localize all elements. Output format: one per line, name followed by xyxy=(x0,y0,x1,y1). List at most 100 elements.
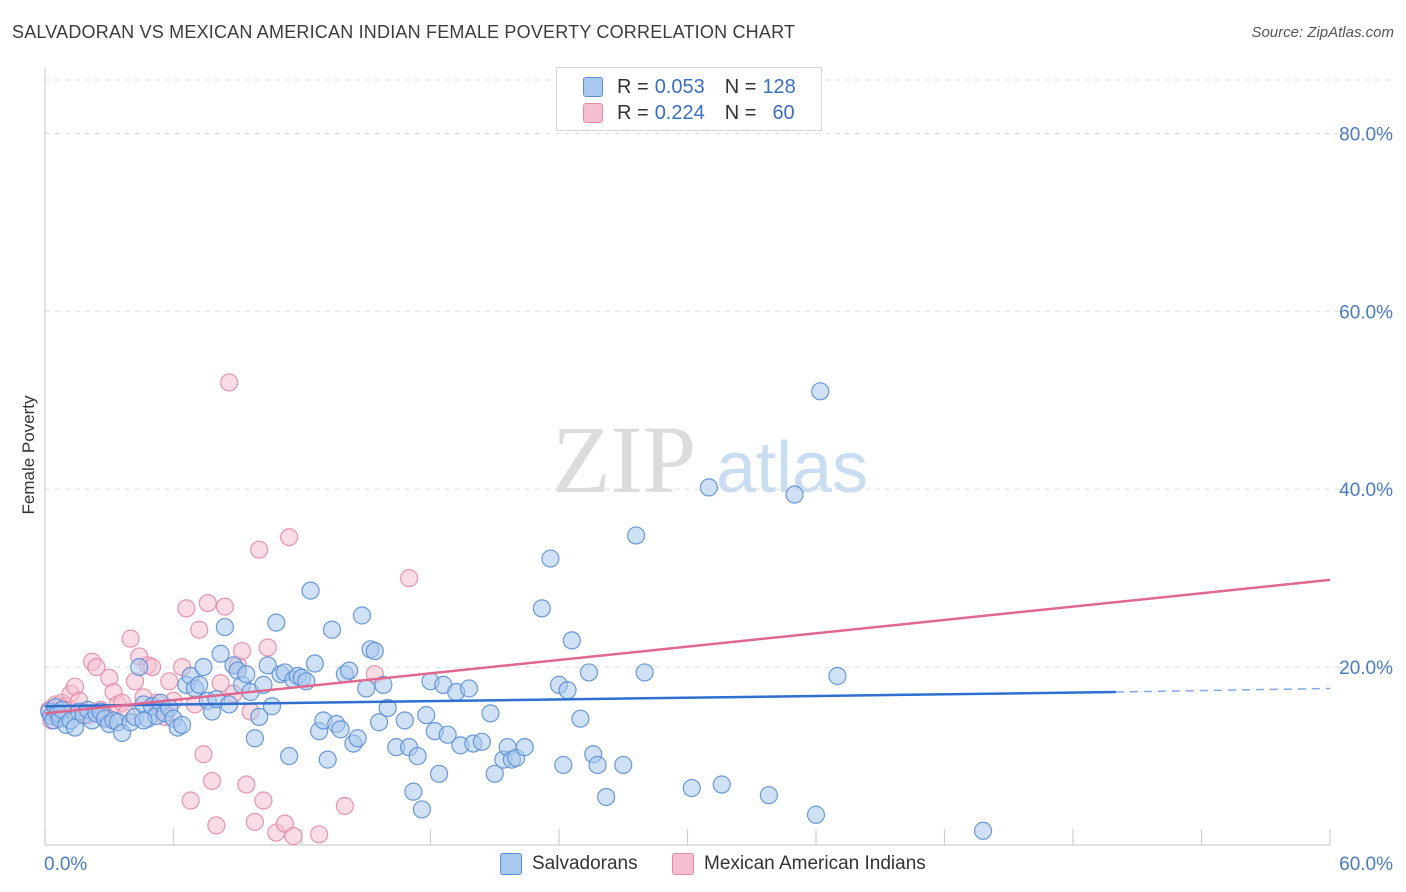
correlation-legend: R = 0.053 N = 128 R = 0.224 N = 60 xyxy=(556,67,822,131)
salvadoran-point xyxy=(438,725,457,744)
mexican-american-indian-point xyxy=(198,593,217,613)
mexican-american-indian-point xyxy=(207,816,226,835)
mexican-american-indian-point xyxy=(254,791,273,810)
mexican-american-indian-point xyxy=(194,745,213,764)
mexican-american-indian-point xyxy=(190,620,209,639)
mexican-american-indian-point xyxy=(280,528,299,547)
salvadoran-point xyxy=(378,698,397,718)
salvadoran-point xyxy=(712,775,731,794)
salvadoran-point xyxy=(305,654,324,673)
legend-r-label: R = xyxy=(617,75,649,98)
salvadoran-point xyxy=(614,755,633,775)
mexican-american-indian-point xyxy=(220,373,239,392)
mexican-american-indian-point xyxy=(258,638,277,657)
bottom-legend-label: Mexican American Indians xyxy=(704,853,926,874)
salvadoran-point xyxy=(571,709,590,728)
y-tick-label: 80.0% xyxy=(1339,124,1393,145)
salvadoran-point xyxy=(485,764,504,783)
salvadoran-point xyxy=(352,606,372,625)
salvadoran-point xyxy=(262,697,282,716)
salvadoran-point xyxy=(412,800,432,819)
y-tick-label: 20.0% xyxy=(1339,658,1393,679)
legend-n-label: N = xyxy=(724,101,757,124)
salvadoran-point xyxy=(365,641,384,661)
x-tick-label: 0.0% xyxy=(44,854,87,875)
trend-lines xyxy=(44,578,1331,715)
watermark: ZIP atlas xyxy=(552,406,868,513)
y-axis-label: Female Poverty xyxy=(19,395,38,515)
salvadoran-point xyxy=(190,675,209,694)
legend-n-value: 60 xyxy=(772,101,795,124)
salvadoran-point xyxy=(973,821,993,840)
legend-r-label: R = xyxy=(617,101,649,124)
salvadoran-point xyxy=(635,663,654,682)
mexican-american-indian-point xyxy=(310,825,329,844)
salvadoran-point xyxy=(130,657,149,677)
x-tick-labels: 0.0% 60.0% xyxy=(44,854,1393,875)
salvadoran-point xyxy=(472,732,491,751)
legend-row-salvadorans: R = 0.053 N = 128 xyxy=(583,75,796,99)
mexican-american-indian-point xyxy=(87,657,106,677)
legend-swatch-blue xyxy=(583,77,603,97)
mexican-american-indian-point xyxy=(160,672,179,691)
salvadoran-point xyxy=(811,382,830,401)
mexican-american-indian-point xyxy=(181,791,200,810)
mexican-american-indian-point xyxy=(335,796,354,815)
salvadoran-point xyxy=(322,620,342,639)
salvadoran-point xyxy=(588,755,607,775)
legend-row-mexican-american-indians: R = 0.224 N = 60 xyxy=(583,101,795,125)
salvadoran-point xyxy=(245,729,264,748)
salvadoran-point xyxy=(806,805,826,824)
mexican-american-indian-point xyxy=(215,597,234,616)
salvadoran-point xyxy=(357,679,376,698)
mexican-american-indian-point xyxy=(237,775,256,794)
mexican-american-indian-point xyxy=(202,771,222,791)
salvadoran-point xyxy=(408,746,427,766)
y-tick-labels: 20.0% 40.0% 60.0% 80.0% xyxy=(1339,124,1393,679)
mexican-american-indian-trend-line xyxy=(44,578,1331,715)
salvadoran-point xyxy=(554,755,573,775)
salvadoran-point xyxy=(340,661,359,680)
mexican-american-indian-point xyxy=(245,812,264,831)
y-tick-label: 40.0% xyxy=(1339,480,1393,501)
legend-swatch-pink xyxy=(583,103,603,123)
salvadoran-point xyxy=(331,720,350,739)
bottom-legend-label: Salvadorans xyxy=(532,853,638,874)
salvadoran-point xyxy=(194,657,213,677)
salvadoran-point xyxy=(626,526,646,545)
salvadoran-point xyxy=(541,549,560,568)
mexican-american-indian-point xyxy=(399,569,419,588)
salvadoran-point xyxy=(459,679,479,698)
mexican-american-indian-point xyxy=(250,540,269,559)
salvadoran-point xyxy=(417,706,436,725)
mexican-american-indian-point xyxy=(121,629,140,648)
bottom-legend-mexican-american-indians: Mexican American Indians xyxy=(672,851,926,877)
salvadoran-point xyxy=(562,631,581,650)
salvadoran-point xyxy=(515,738,534,757)
mexican-american-indian-point xyxy=(232,641,252,661)
bottom-legend-swatch-blue xyxy=(500,853,522,875)
source-label: Source: ZipAtlas.com xyxy=(1251,24,1394,41)
salvadoran-point xyxy=(258,656,277,675)
legend-n-value: 128 xyxy=(762,75,796,98)
salvadoran-trend-line xyxy=(44,690,1116,708)
salvadoran-point xyxy=(374,675,393,694)
salvadoran-point xyxy=(215,617,234,637)
salvadoran-point xyxy=(348,729,367,748)
salvadoran-point xyxy=(280,746,299,766)
salvadoran-point xyxy=(134,711,153,730)
salvadoran-point xyxy=(532,599,551,618)
salvadoran-point xyxy=(404,782,423,801)
salvadoran-point xyxy=(267,613,286,632)
salvadoran-point xyxy=(558,681,577,700)
salvadoran-trend-extension xyxy=(1115,687,1331,693)
salvadoran-point xyxy=(785,485,804,504)
legend-r-value: 0.224 xyxy=(654,101,705,124)
salvadoran-point xyxy=(172,715,192,735)
mexican-american-indian-point xyxy=(284,827,303,846)
bottom-legend-swatch-pink xyxy=(672,853,694,875)
legend-r-value: 0.053 xyxy=(654,75,705,98)
salvadoran-point xyxy=(301,581,320,600)
chart-title: SALVADORAN VS MEXICAN AMERICAN INDIAN FE… xyxy=(12,22,796,42)
